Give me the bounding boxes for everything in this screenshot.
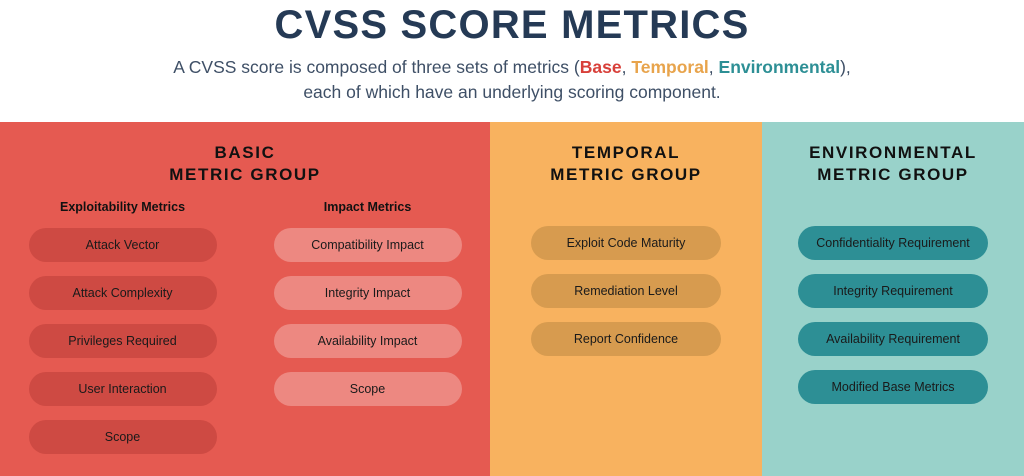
panel-basic-title: BASIC METRIC GROUP <box>0 122 490 186</box>
panel-temporal-title-line1: TEMPORAL <box>571 143 681 162</box>
subtitle-line-2: each of which have an underlying scoring… <box>303 82 721 102</box>
panel-temporal-title: TEMPORAL METRIC GROUP <box>490 122 762 186</box>
header: CVSS SCORE METRICS A CVSS score is compo… <box>0 0 1024 122</box>
pill-privileges-required[interactable]: Privileges Required <box>28 324 217 358</box>
subtitle-highlight-environmental: Environmental <box>718 57 841 77</box>
pill-scope-exploitability[interactable]: Scope <box>28 420 217 454</box>
pill-attack-complexity[interactable]: Attack Complexity <box>28 276 217 310</box>
pill-integrity-requirement[interactable]: Integrity Requirement <box>798 274 988 308</box>
subtitle-highlight-temporal: Temporal <box>631 57 709 77</box>
pill-scope-impact[interactable]: Scope <box>273 372 462 406</box>
pill-exploit-code-maturity[interactable]: Exploit Code Maturity <box>531 226 721 260</box>
panel-basic-columns: Exploitability Metrics Attack Vector Att… <box>0 186 490 468</box>
pill-integrity-impact[interactable]: Integrity Impact <box>273 276 462 310</box>
panel-environmental-title-line1: ENVIRONMENTAL <box>809 143 977 162</box>
pill-report-confidence[interactable]: Report Confidence <box>531 322 721 356</box>
pill-remediation-level[interactable]: Remediation Level <box>531 274 721 308</box>
panel-temporal-pills: Exploit Code Maturity Remediation Level … <box>490 186 762 370</box>
pill-confidentiality-requirement[interactable]: Confidentiality Requirement <box>798 226 988 260</box>
column-heading-impact: Impact Metrics <box>323 200 412 214</box>
subtitle-text-lead: A CVSS score is composed of three sets o… <box>173 57 580 77</box>
panel-temporal-metric-group: TEMPORAL METRIC GROUP Exploit Code Matur… <box>490 122 762 476</box>
column-exploitability-metrics: Exploitability Metrics Attack Vector Att… <box>0 200 245 468</box>
panel-environmental-title: ENVIRONMENTAL METRIC GROUP <box>762 122 1024 186</box>
panel-environmental-pills: Confidentiality Requirement Integrity Re… <box>762 186 1024 418</box>
panel-basic-title-line1: BASIC <box>214 143 276 162</box>
pill-compatibility-impact[interactable]: Compatibility Impact <box>273 228 462 262</box>
panel-basic-metric-group: BASIC METRIC GROUP Exploitability Metric… <box>0 122 490 476</box>
pill-modified-base-metrics[interactable]: Modified Base Metrics <box>798 370 988 404</box>
panel-environmental-metric-group: ENVIRONMENTAL METRIC GROUP Confidentiali… <box>762 122 1024 476</box>
column-impact-metrics: Impact Metrics Compatibility Impact Inte… <box>245 200 490 468</box>
page-title: CVSS SCORE METRICS <box>274 3 750 47</box>
subtitle-separator-2: , <box>708 57 719 77</box>
metric-groups-row: BASIC METRIC GROUP Exploitability Metric… <box>0 122 1024 476</box>
panel-basic-title-line2: METRIC GROUP <box>169 165 321 184</box>
subtitle-highlight-base: Base <box>579 57 622 77</box>
panel-temporal-title-line2: METRIC GROUP <box>550 165 702 184</box>
pill-availability-impact[interactable]: Availability Impact <box>273 324 462 358</box>
subtitle-text-tail: ), <box>840 57 851 77</box>
pill-availability-requirement[interactable]: Availability Requirement <box>798 322 988 356</box>
pill-user-interaction[interactable]: User Interaction <box>28 372 217 406</box>
page-subtitle: A CVSS score is composed of three sets o… <box>0 47 1024 105</box>
pill-attack-vector[interactable]: Attack Vector <box>28 228 217 262</box>
panel-environmental-title-line2: METRIC GROUP <box>817 165 969 184</box>
column-heading-exploitability: Exploitability Metrics <box>59 200 186 214</box>
subtitle-separator-1: , <box>621 57 632 77</box>
